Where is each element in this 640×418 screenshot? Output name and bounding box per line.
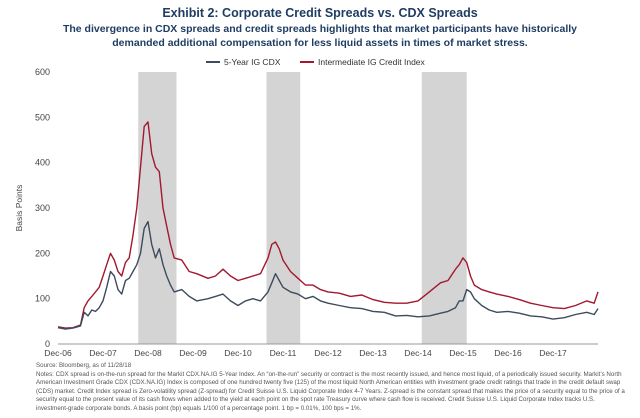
y-tick-label: 0 (45, 339, 50, 349)
y-tick-label: 200 (35, 248, 50, 258)
y-axis-label: Basis Points (14, 185, 24, 232)
legend-label: Intermediate IG Credit Index (318, 57, 426, 67)
series-lines (57, 121, 599, 330)
y-tick-label: 100 (35, 294, 50, 304)
notes-text: Notes: CDX spread is on-the-run spread f… (36, 370, 625, 412)
y-tick-label: 500 (35, 112, 50, 122)
x-tick-label: Dec-09 (179, 348, 207, 358)
y-tick-label: 300 (35, 203, 50, 213)
x-tick-label: Dec-08 (134, 348, 162, 358)
source-note: Source: Bloomberg, as of 11/28/18 (36, 362, 132, 369)
series-line-intermediate-ig-credit-index (57, 121, 599, 329)
shaded-periods (138, 72, 467, 344)
y-tick-label: 600 (35, 67, 50, 77)
x-tick-label: Dec-12 (314, 348, 342, 358)
chart-subtitle: The divergence in CDX spreads and credit… (62, 23, 578, 49)
x-tick-label: Dec-11 (270, 348, 297, 358)
x-tick-label: Dec-16 (494, 348, 522, 358)
shaded-period-1 (138, 72, 177, 344)
footnotes: Source: Bloomberg, as of 11/28/18 Notes:… (36, 362, 626, 414)
x-tick-label: Dec-10 (224, 348, 252, 358)
x-tick-label: Dec-17 (539, 348, 567, 358)
x-tick-label: Dec-07 (89, 348, 117, 358)
x-tick-label: Dec-15 (449, 348, 477, 358)
x-tick-label: Dec-13 (359, 348, 387, 358)
y-tick-label: 400 (35, 158, 50, 168)
chart-title: Exhibit 2: Corporate Credit Spreads vs. … (162, 6, 478, 20)
x-tick-label: Dec-14 (404, 348, 432, 358)
x-tick-label: Dec-06 (44, 348, 72, 358)
line-chart: 0 100 200 300 400 500 600 Dec-06 Dec-07 Dec-08 Dec… (14, 57, 599, 358)
legend-label: 5-Year IG CDX (224, 57, 281, 67)
axes: 0 100 200 300 400 500 600 Dec-06 Dec-07 Dec-08 Dec… (35, 67, 598, 358)
series-line-5-year-ig-cdx (57, 220, 599, 330)
shaded-period-2 (266, 72, 301, 344)
legend: 5-Year IG CDX Intermediate IG Credit Inde… (206, 57, 426, 67)
shaded-period-3 (421, 72, 467, 344)
